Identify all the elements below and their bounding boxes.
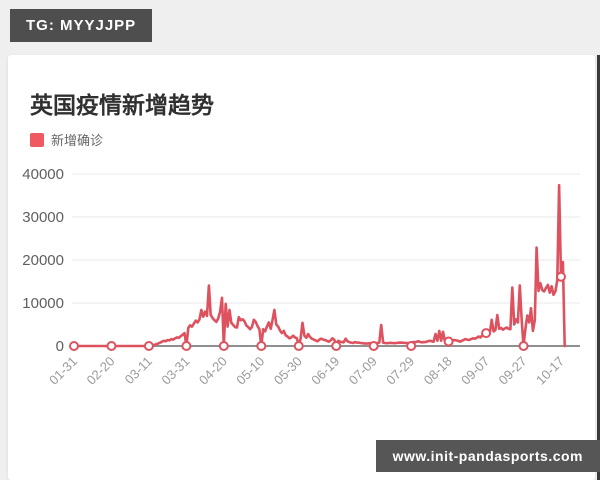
data-point-marker [443,336,454,347]
x-axis-tick-label: 06-19 [308,354,342,388]
data-point-marker [481,328,492,339]
x-axis-tick-label: 03-31 [158,354,192,388]
x-axis-tick-label: 05-10 [233,354,267,388]
window-right-edge [597,55,600,480]
data-point-marker [69,341,79,351]
y-axis-tick-label: 30000 [22,209,64,226]
chart-card [8,55,595,480]
x-axis-tick-label: 01-31 [46,354,80,388]
x-axis-tick-label: 09-27 [496,354,530,388]
data-point-marker [331,341,342,351]
x-axis-tick-label: 07-09 [346,354,380,388]
legend-series-label: 新增确诊 [51,133,104,148]
data-point-marker [143,341,154,351]
x-axis-tick-label: 03-11 [122,354,155,387]
tg-badge-text: TG: MYYJJPP [26,17,137,34]
series-line-new-confirmed [72,183,567,348]
data-point-marker [368,341,379,351]
x-axis-tick-label: 07-29 [383,354,417,388]
y-axis-tick-label: 20000 [22,252,64,269]
data-point-marker [256,341,267,351]
chart-legend: 新增确诊 [30,130,103,149]
data-point-marker [293,341,304,351]
legend-color-swatch [30,132,44,147]
data-point-marker [181,341,192,351]
x-axis-tick-label: 08-18 [421,354,455,388]
watermark-text: www.init-pandasports.com [392,448,583,464]
x-axis-tick-label: 05-30 [271,354,305,388]
data-point-marker [218,341,229,351]
x-axis-tick-label: 09-07 [458,354,492,388]
watermark-banner: www.init-pandasports.com [375,440,600,472]
x-axis-tick-label: 04-20 [196,354,230,388]
data-point-marker [406,341,417,351]
data-point-marker [518,341,529,351]
x-axis-tick-label: 10-17 [533,354,567,388]
x-axis-tick-label: 02-20 [83,354,117,388]
tg-badge: TG: MYYJJPP [10,9,153,42]
chart-title: 英国疫情新增趋势 [30,92,214,118]
y-axis-tick-label: 40000 [22,166,64,183]
data-point-marker [556,271,566,282]
y-axis-tick-label: 10000 [22,295,64,312]
data-point-marker [106,341,117,351]
y-axis-tick-label: 0 [56,338,64,355]
